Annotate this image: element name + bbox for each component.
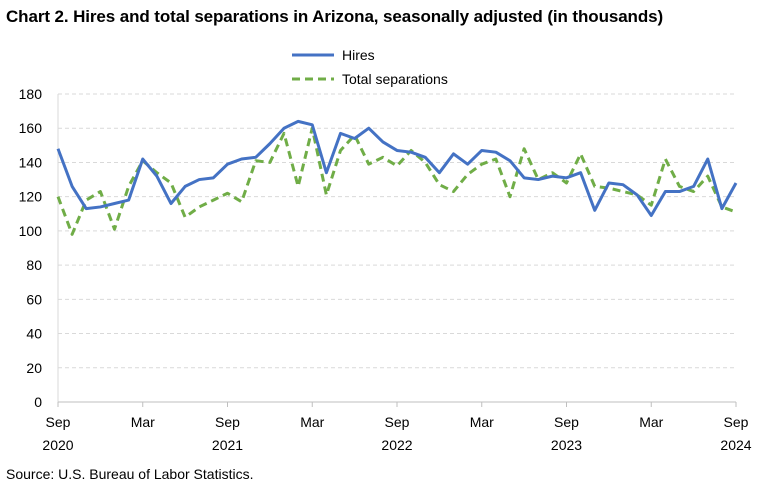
x-tick-label-year: 2020: [42, 437, 73, 453]
x-tick-label-month: Mar: [639, 414, 663, 430]
y-tick-label: 100: [19, 223, 43, 239]
x-tick-label-year: 2023: [551, 437, 582, 453]
x-tick-label-month: Mar: [470, 414, 494, 430]
y-tick-label: 140: [19, 154, 43, 170]
x-axis-tick-labels: Sep 2020 Mar Sep 2021 Mar Sep 2022 Mar Sep 2023 Mar…: [42, 402, 752, 453]
chart-title: Chart 2. Hires and total separations in …: [6, 7, 664, 26]
y-tick-label: 0: [34, 394, 42, 410]
source-note: Source: U.S. Bureau of Labor Statistics.: [6, 466, 254, 482]
y-tick-label: 120: [19, 189, 43, 205]
y-tick-label: 20: [26, 360, 42, 376]
y-tick-label: 180: [19, 86, 43, 102]
legend-label: Hires: [342, 47, 375, 63]
gridlines: [58, 93, 736, 369]
x-tick-label-year: 2021: [212, 437, 243, 453]
x-tick-label-month: Sep: [724, 414, 749, 430]
y-tick-label: 160: [19, 120, 43, 136]
legend-label: Total separations: [342, 71, 448, 87]
x-tick-label-month: Mar: [131, 414, 155, 430]
x-tick-label-month: Sep: [215, 414, 240, 430]
x-tick-label-month: Sep: [46, 414, 71, 430]
x-tick-label-month: Sep: [385, 414, 410, 430]
legend: Hires Total separations: [292, 47, 448, 87]
y-tick-label: 60: [26, 291, 42, 307]
series-lines: [56, 119, 738, 236]
series-line-hires: [56, 119, 738, 217]
y-tick-label: 80: [26, 257, 42, 273]
x-tick-label-year: 2024: [720, 437, 751, 453]
axes: [57, 94, 736, 403]
x-tick-label-month: Sep: [554, 414, 579, 430]
y-axis-tick-labels: 0 20 40 60 80 100 120 140 160 180: [19, 86, 43, 410]
x-tick-label-month: Mar: [300, 414, 324, 430]
y-tick-label: 40: [26, 326, 42, 342]
x-tick-label-year: 2022: [381, 437, 412, 453]
